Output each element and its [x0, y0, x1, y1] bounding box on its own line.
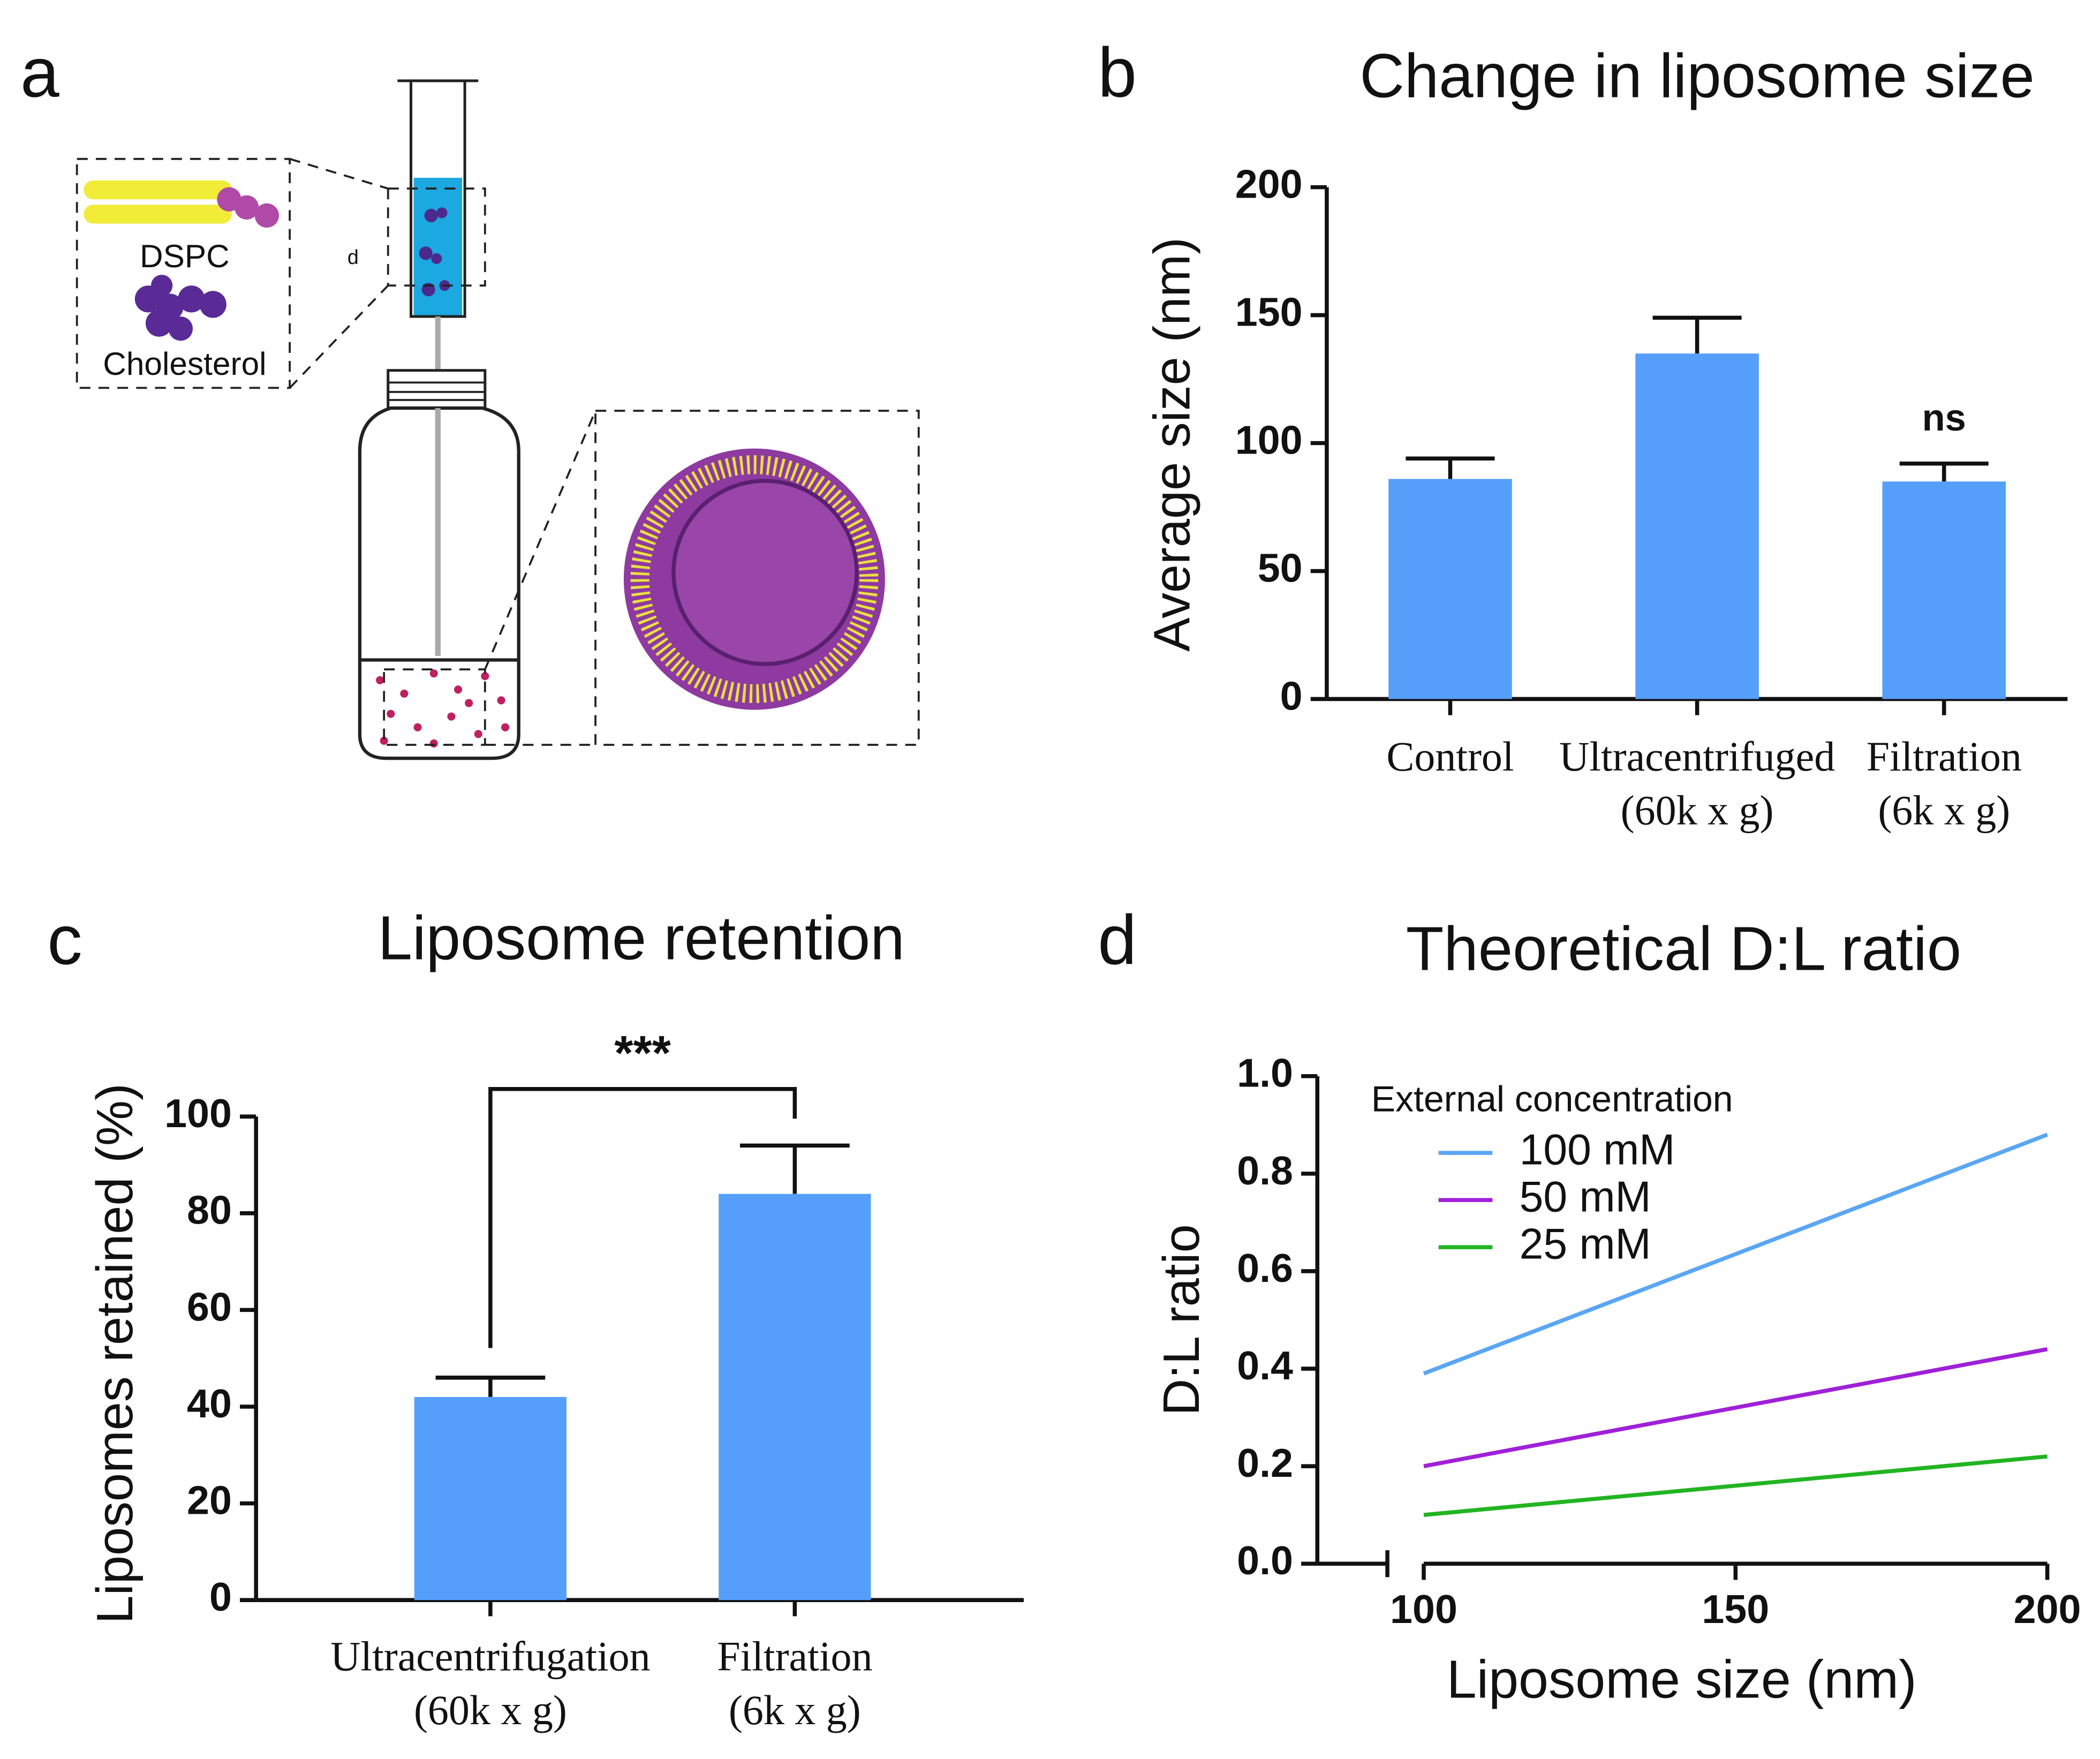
syringe-fluid [413, 178, 463, 317]
diagram-label: Cholesterol [103, 345, 266, 382]
y-tick-label: 0.0 [1237, 1538, 1293, 1583]
molecules [419, 207, 450, 297]
inset-box [75, 157, 291, 389]
x-tick-label: Control [1386, 734, 1514, 780]
inset-box [387, 187, 486, 287]
chart-title: Change in liposome size [1359, 41, 2034, 110]
y-axis-label: D:L ratio [1153, 1224, 1210, 1416]
lipid-tails [84, 180, 232, 224]
x-tick-label: (6k x g) [1878, 788, 2010, 834]
y-tick-label: 20 [187, 1478, 232, 1523]
significance-bracket [488, 1086, 797, 1348]
chart-title: Theoretical D:L ratio [1406, 914, 1961, 983]
connector [289, 284, 389, 389]
diagram: d DSPC Cholesterol [75, 79, 920, 760]
series-line [1423, 1133, 2048, 1376]
x-tick-label: Ultracentrifugation [330, 1633, 651, 1679]
y-tick-label: 50 [1258, 545, 1303, 590]
y-tick-label: 0 [209, 1574, 232, 1619]
x-tick-label: 100 [1390, 1587, 1457, 1632]
cap-ridges [388, 381, 485, 401]
x-tick-label: 200 [2014, 1587, 2081, 1632]
bar [1388, 479, 1512, 699]
y-tick-label: 1.0 [1237, 1051, 1293, 1096]
y-tick-label: 0 [1280, 673, 1303, 718]
connector [289, 158, 389, 190]
panel-label: b [1098, 33, 1137, 111]
x-tick-label: (6k x g) [729, 1687, 861, 1733]
panel-label: a [20, 33, 59, 111]
series-line [1423, 1454, 2048, 1517]
liposome-dots [376, 669, 510, 748]
panel-label: d [1098, 901, 1137, 979]
diagram-label: DSPC [140, 238, 230, 274]
annotation: ns [1922, 396, 1966, 439]
y-tick-label: 100 [1235, 417, 1303, 462]
syringe [409, 79, 466, 318]
y-tick-label: 200 [1235, 162, 1303, 207]
y-tick-label: 40 [187, 1381, 232, 1426]
panel-label: c [47, 901, 82, 979]
legend-title: External concentration [1371, 1079, 1733, 1119]
cholesterol [134, 275, 226, 341]
y-tick-label: 150 [1235, 290, 1303, 335]
legend-label: 50 mM [1520, 1173, 1651, 1221]
y-tick-label: 0.8 [1237, 1148, 1293, 1193]
x-tick-label: (60k x g) [414, 1687, 567, 1733]
vial-cap [387, 369, 487, 410]
legend-label: 100 mM [1520, 1126, 1675, 1174]
y-tick-label: 80 [187, 1188, 232, 1233]
bar [1882, 481, 2006, 699]
chart-title: Liposome retention [378, 903, 905, 972]
bilayer [630, 455, 879, 703]
y-axis-label: Liposomes retained (%) [86, 1083, 143, 1624]
inset-box [383, 668, 486, 746]
x-tick-label: Ultracentrifuged [1559, 734, 1835, 780]
x-tick-label: 150 [1702, 1587, 1769, 1632]
inset-box [594, 410, 920, 746]
y-tick-label: 0.6 [1237, 1245, 1293, 1290]
lipid-head [217, 187, 279, 228]
y-tick-label: 60 [187, 1284, 232, 1329]
liposome-core [671, 479, 859, 666]
y-tick-label: 100 [164, 1091, 232, 1136]
series-line [1423, 1347, 2048, 1468]
y-tick-label: 0.4 [1237, 1343, 1293, 1388]
panel-labels: a b c d [20, 33, 1137, 979]
bar [414, 1396, 567, 1601]
significance-label: *** [614, 1026, 671, 1080]
y-axis-label: Average size (nm) [1143, 237, 1200, 652]
y-tick-label: 0.2 [1237, 1440, 1293, 1485]
diagram-label: d [348, 246, 359, 268]
x-axis-label: Liposome size (nm) [1447, 1650, 1917, 1710]
connector [484, 410, 596, 670]
x-tick-label: Filtration [1867, 734, 2022, 780]
x-tick-label: Filtration [717, 1633, 872, 1679]
bar [1635, 353, 1759, 699]
vial [358, 406, 520, 760]
x-tick-label: (60k x g) [1621, 788, 1774, 834]
bar [719, 1194, 871, 1601]
legend-label: 25 mM [1520, 1220, 1651, 1268]
